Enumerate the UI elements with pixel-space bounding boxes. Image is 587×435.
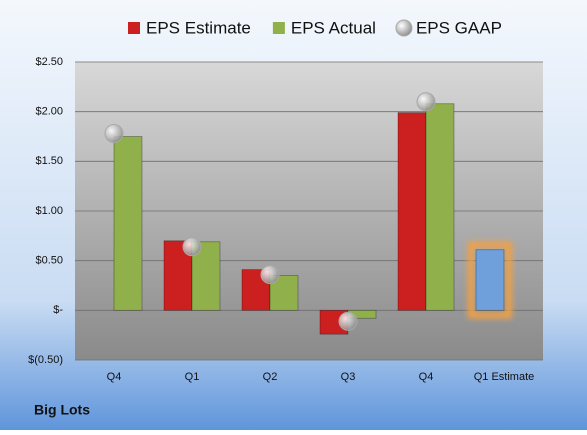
x-tick-label: Q3 bbox=[341, 371, 356, 383]
y-tick-label: $1.50 bbox=[35, 155, 63, 167]
gaap-point bbox=[104, 124, 124, 144]
gaap-point bbox=[338, 311, 358, 331]
gaap-point bbox=[260, 265, 280, 285]
legend-label: EPS Actual bbox=[291, 18, 376, 37]
y-tick-label: $2.00 bbox=[35, 106, 63, 118]
bar bbox=[425, 103, 455, 311]
legend-swatch bbox=[272, 22, 285, 34]
x-tick-label: Q2 bbox=[263, 371, 278, 383]
x-tick-label: Q1 Estimate bbox=[474, 371, 535, 383]
bar bbox=[397, 112, 427, 311]
legend-label: EPS Estimate bbox=[146, 18, 251, 37]
footer: Big Lots bbox=[34, 402, 90, 418]
y-tick-label: $1.00 bbox=[35, 205, 63, 217]
y-tick-label: $2.50 bbox=[35, 56, 63, 68]
x-tick-label: Q4 bbox=[107, 371, 122, 383]
legend-swatch bbox=[128, 22, 140, 34]
gaap-point bbox=[416, 92, 436, 112]
gaap-point bbox=[182, 237, 202, 257]
forecast-glow bbox=[468, 241, 512, 319]
y-tick-label: $0.50 bbox=[35, 255, 63, 267]
x-tick-label: Q4 bbox=[419, 371, 434, 383]
x-tick-label: Q1 bbox=[185, 371, 200, 383]
y-tick-label: $- bbox=[53, 304, 63, 316]
y-tick-label: $(0.50) bbox=[28, 354, 63, 366]
legend-label: EPS GAAP bbox=[416, 18, 502, 37]
legend-swatch bbox=[395, 19, 413, 37]
forecast-bar bbox=[475, 249, 505, 311]
bar bbox=[113, 136, 143, 311]
